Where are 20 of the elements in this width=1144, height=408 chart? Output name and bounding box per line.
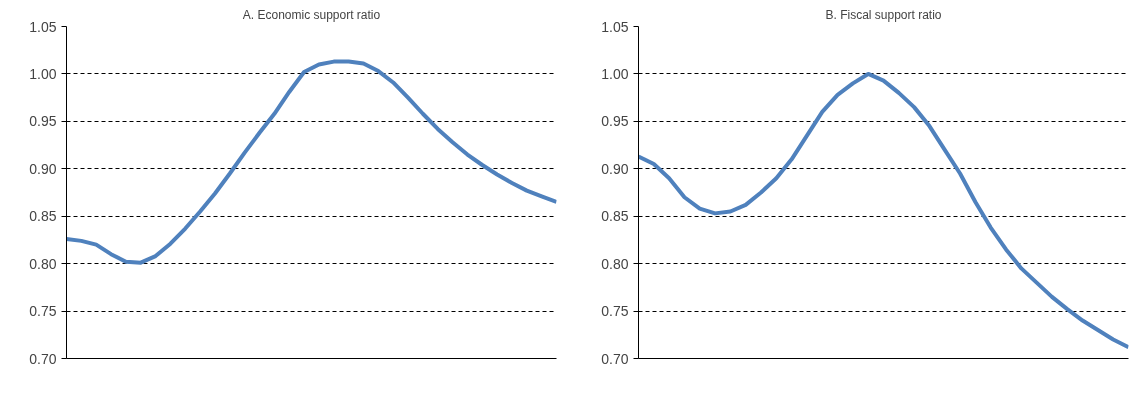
y-tick-label: 0.75 xyxy=(601,303,629,320)
y-tick-label: 0.85 xyxy=(29,208,57,225)
y-tick-label: 0.70 xyxy=(29,350,57,367)
y-tick-label: 0.90 xyxy=(601,160,629,177)
y-tick-label: 0.95 xyxy=(601,113,629,130)
chart-title: A. Economic support ratio xyxy=(242,7,381,22)
y-tick-label: 0.85 xyxy=(601,208,629,225)
y-tick-label: 0.90 xyxy=(29,160,57,177)
y-tick-label: 0.95 xyxy=(29,113,57,130)
y-tick-label: 0.80 xyxy=(601,255,629,272)
y-tick-label: 0.80 xyxy=(29,255,57,272)
y-tick-label: 0.70 xyxy=(601,350,629,367)
y-tick-label: 1.05 xyxy=(29,18,57,35)
line-series xyxy=(638,71,1129,350)
chart-title: B. Fiscal support ratio xyxy=(825,7,942,22)
line-series xyxy=(66,59,557,265)
y-tick-label: 1.00 xyxy=(601,65,629,82)
y-tick-label: 1.00 xyxy=(29,65,57,82)
y-tick-label: 1.05 xyxy=(601,18,629,35)
y-tick-label: 0.75 xyxy=(29,303,57,320)
